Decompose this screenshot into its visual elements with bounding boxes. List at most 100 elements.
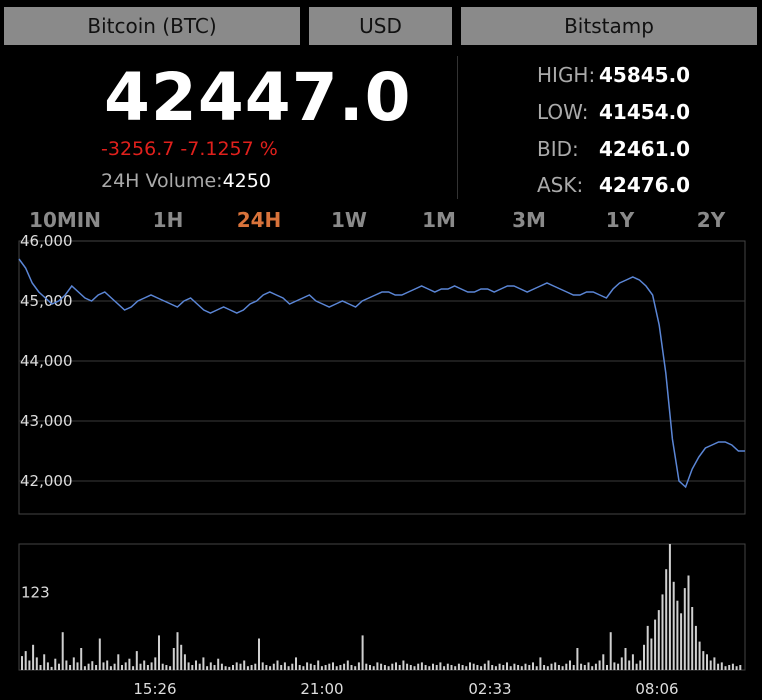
tab-1h[interactable]: 1H — [152, 208, 184, 232]
volume-bar — [354, 666, 357, 670]
volume-bar — [609, 632, 612, 670]
volume-bar — [520, 666, 523, 670]
volume-bar — [258, 638, 260, 670]
time-tick-label: 15:26 — [133, 680, 176, 698]
volume-bar — [65, 660, 68, 670]
volume-bar — [302, 666, 305, 670]
volume-bar — [668, 544, 671, 670]
volume-bar — [532, 662, 534, 670]
time-tick-label: 08:06 — [635, 680, 678, 698]
stat-high: HIGH: 45845.0 — [537, 60, 690, 90]
volume-bar — [406, 663, 409, 670]
volume-bar — [620, 657, 623, 670]
volume-bar — [665, 569, 668, 670]
volume-bar — [724, 666, 727, 670]
volume-bar — [54, 658, 57, 670]
volume-bar — [161, 663, 164, 670]
last-price: 42447.0 — [104, 59, 412, 136]
volume-bar — [102, 662, 105, 670]
volume-bar — [487, 660, 490, 670]
volume-bar — [150, 662, 153, 670]
stat-value: 45845.0 — [599, 63, 691, 87]
coin-selector-button[interactable]: Bitcoin (BTC) — [4, 7, 300, 45]
volume-bar — [572, 665, 575, 670]
volume-bar — [198, 663, 201, 670]
volume-bar — [106, 660, 109, 670]
tab-1m[interactable]: 1M — [422, 208, 456, 232]
volume-bar — [332, 662, 334, 670]
volume-line: 24H Volume:4250 — [101, 170, 271, 192]
volume-bar — [246, 666, 249, 670]
price-chart[interactable]: 46,000 45,000 44,000 43,000 42,000 — [18, 232, 746, 515]
volume-bar — [617, 663, 620, 670]
volume-bar — [254, 663, 257, 670]
tab-24h[interactable]: 24H — [236, 208, 282, 232]
volume-bar — [509, 666, 512, 670]
volume-bar — [524, 663, 527, 670]
volume-bar — [535, 666, 538, 670]
volume-bar — [417, 663, 420, 670]
volume-bar — [646, 625, 649, 670]
stat-label: BID: — [537, 137, 579, 161]
volume-bar — [250, 665, 253, 670]
volume-bar — [202, 657, 205, 670]
volume-bar — [180, 644, 183, 670]
volume-bar — [217, 658, 220, 670]
volume-bar — [309, 663, 312, 670]
tab-10min[interactable]: 10MIN — [29, 208, 101, 232]
tab-1w[interactable]: 1W — [331, 208, 367, 232]
stat-ask: ASK: 42476.0 — [537, 170, 690, 200]
volume-bar — [306, 662, 309, 670]
volume-bar — [580, 663, 583, 670]
price-tick-label: 42,000 — [20, 472, 73, 490]
volume-bar — [457, 663, 460, 670]
volume-bar — [398, 665, 401, 670]
volume-bar — [461, 665, 464, 670]
volume-bar — [539, 657, 542, 670]
volume-bar — [232, 665, 234, 670]
volume-bar — [735, 666, 738, 670]
volume-bar — [21, 656, 23, 670]
volume-bar — [528, 665, 531, 670]
volume-bar — [698, 641, 701, 670]
currency-selector-button[interactable]: USD — [309, 7, 452, 45]
volume-bar — [76, 662, 79, 670]
volume-bar — [313, 665, 316, 670]
volume-bar — [213, 665, 216, 670]
price-tick-label: 45,000 — [20, 292, 73, 310]
volume-bar — [158, 635, 160, 670]
volume-bar — [709, 660, 712, 670]
volume-bar — [324, 665, 327, 670]
volume-bar — [191, 665, 194, 670]
volume-bar — [561, 666, 564, 670]
volume-bar — [650, 638, 653, 670]
volume-bar — [720, 662, 723, 670]
volume-bar — [35, 657, 38, 670]
tab-3m[interactable]: 3M — [512, 208, 546, 232]
volume-bar — [717, 663, 720, 670]
volume-bar — [24, 651, 27, 670]
volume-bar — [395, 662, 397, 670]
volume-bar — [569, 660, 571, 670]
volume-chart[interactable]: 123 15:26 21:00 02:33 08:06 — [18, 543, 746, 698]
tab-1y[interactable]: 1Y — [605, 208, 635, 232]
volume-bar — [72, 657, 75, 670]
exchange-selector-button[interactable]: Bitstamp — [461, 7, 757, 45]
volume-bar — [591, 666, 594, 670]
volume-bar — [543, 665, 546, 670]
volume-bar — [502, 665, 505, 670]
volume-bar — [295, 657, 297, 670]
volume-bar — [491, 665, 494, 670]
stat-bid: BID: 42461.0 — [537, 134, 690, 164]
tab-2y[interactable]: 2Y — [696, 208, 726, 232]
volume-bar — [465, 666, 468, 670]
volume-bar — [713, 657, 716, 670]
volume-bar — [443, 666, 446, 670]
volume-chart-frame — [18, 543, 746, 671]
volume-bar — [121, 665, 123, 670]
volume-bar — [135, 651, 138, 670]
volume-bar — [287, 666, 290, 670]
volume-bar — [413, 666, 416, 670]
volume-bar — [361, 635, 364, 670]
